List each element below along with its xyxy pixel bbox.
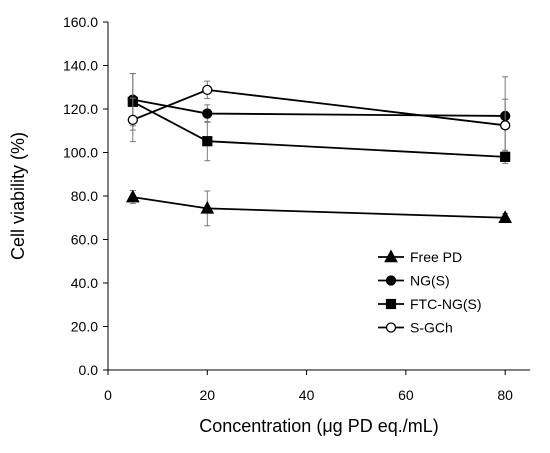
legend-item-ftc-ng-s: FTC-NG(S)	[378, 296, 482, 312]
legend-label: FTC-NG(S)	[410, 296, 482, 312]
legend: Free PD NG(S) FTC-NG(S) S-GCh	[378, 249, 482, 336]
legend-marker	[385, 322, 397, 333]
y-axis-ticks: 0.0 20.0 40.0 60.0 80.0 100.0 120.0 140.0 160.0	[63, 14, 108, 378]
data-point	[125, 189, 140, 203]
y-tick-label: 80.0	[71, 188, 98, 204]
series-free-pd	[125, 189, 513, 227]
data-point	[200, 200, 215, 214]
x-tick-label: 40	[299, 387, 315, 403]
y-tick-label: 60.0	[71, 232, 98, 248]
legend-label: S-GCh	[410, 320, 453, 336]
legend-marker	[385, 298, 397, 310]
series-ng-s	[127, 73, 511, 156]
x-axis-title: Concentration (μg PD eq./mL)	[199, 416, 438, 436]
y-tick-label: 120.0	[63, 101, 98, 117]
data-point	[498, 210, 513, 224]
data-point	[500, 120, 511, 131]
x-tick-label: 60	[398, 387, 414, 403]
y-tick-label: 160.0	[63, 14, 98, 30]
legend-marker	[384, 249, 398, 263]
series-s-gch	[127, 80, 511, 152]
plot-area	[107, 22, 530, 371]
y-tick-label: 100.0	[63, 145, 98, 161]
legend-label: Free PD	[410, 249, 462, 265]
series-layer	[125, 73, 513, 227]
x-axis-ticks: 0 20 40 60 80	[104, 370, 513, 403]
y-tick-label: 20.0	[71, 319, 98, 335]
data-point	[202, 108, 213, 119]
legend-item-s-gch: S-GCh	[378, 320, 453, 336]
data-point	[202, 84, 213, 96]
series-line	[132, 196, 506, 219]
y-tick-label: 140.0	[63, 58, 98, 74]
series-line	[132, 88, 506, 127]
data-point	[202, 136, 213, 147]
x-tick-label: 20	[200, 387, 216, 403]
y-axis-title: Cell viability (%)	[8, 132, 28, 260]
series-line	[132, 98, 506, 117]
legend-marker	[385, 275, 397, 286]
y-tick-label: 40.0	[71, 275, 98, 291]
x-tick-label: 0	[104, 387, 112, 403]
x-tick-label: 80	[497, 387, 513, 403]
data-point	[500, 151, 511, 162]
legend-item-free-pd: Free PD	[378, 249, 462, 265]
legend-item-ng-s: NG(S)	[378, 273, 450, 289]
data-point	[127, 114, 138, 126]
y-tick-label: 0.0	[79, 362, 99, 378]
legend-label: NG(S)	[410, 273, 450, 289]
